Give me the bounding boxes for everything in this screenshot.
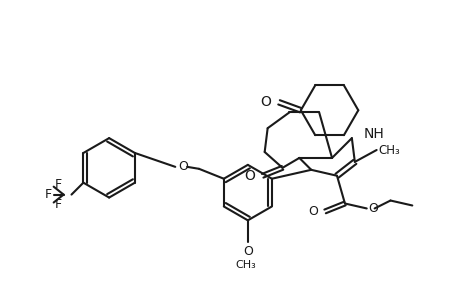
Text: O: O [242,245,252,258]
Text: O: O [178,160,188,173]
Text: CH₃: CH₃ [378,143,399,157]
Text: NH: NH [363,127,384,141]
Text: CH₃: CH₃ [235,260,256,270]
Text: O: O [260,95,270,109]
Text: F: F [45,188,51,201]
Text: F: F [54,178,62,191]
Text: O: O [308,205,318,218]
Text: O: O [368,202,378,215]
Text: O: O [243,169,254,183]
Text: F: F [54,198,62,211]
